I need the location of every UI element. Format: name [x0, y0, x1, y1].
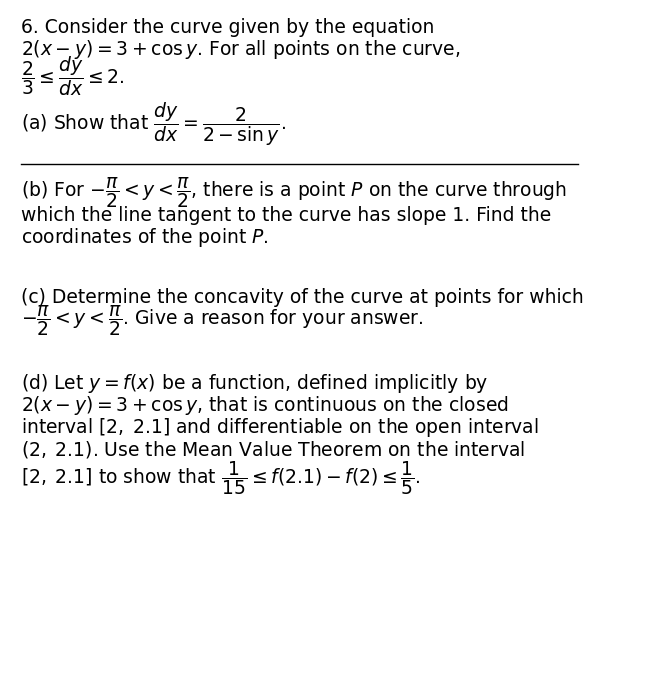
Text: $\dfrac{2}{3}\leq\dfrac{dy}{dx}\leq 2.$: $\dfrac{2}{3}\leq\dfrac{dy}{dx}\leq 2.$	[21, 54, 124, 97]
Text: $2(x-y)=3+\cos y$. For all points on the curve,: $2(x-y)=3+\cos y$. For all points on the…	[21, 38, 460, 61]
Text: (d) Let $y=f(x)$ be a function, defined implicitly by: (d) Let $y=f(x)$ be a function, defined …	[21, 372, 488, 395]
Text: (a) Show that $\dfrac{dy}{dx}=\dfrac{2}{2-\sin y}$.: (a) Show that $\dfrac{dy}{dx}=\dfrac{2}{…	[21, 100, 286, 148]
Text: 6. Consider the curve given by the equation: 6. Consider the curve given by the equat…	[21, 18, 434, 36]
Text: (b) For $-\dfrac{\pi}{2}<y<\dfrac{\pi}{2}$, there is a point $P$ on the curve th: (b) For $-\dfrac{\pi}{2}<y<\dfrac{\pi}{2…	[21, 176, 567, 211]
Text: $-\dfrac{\pi}{2}<y<\dfrac{\pi}{2}$. Give a reason for your answer.: $-\dfrac{\pi}{2}<y<\dfrac{\pi}{2}$. Give…	[21, 302, 423, 337]
Text: $(2,\;2.1)$. Use the Mean Value Theorem on the interval: $(2,\;2.1)$. Use the Mean Value Theorem …	[21, 440, 524, 461]
Text: (c) Determine the concavity of the curve at points for which: (c) Determine the concavity of the curve…	[21, 288, 583, 307]
Text: $[2,\;2.1]$ to show that $\dfrac{1}{15}\leq f(2.1)-f(2)\leq\dfrac{1}{5}$.: $[2,\;2.1]$ to show that $\dfrac{1}{15}\…	[21, 459, 420, 498]
Text: interval $[2,\;2.1]$ and differentiable on the open interval: interval $[2,\;2.1]$ and differentiable …	[21, 416, 538, 440]
Text: $2(x-y)=3+\cos y$, that is continuous on the closed: $2(x-y)=3+\cos y$, that is continuous on…	[21, 394, 509, 417]
Text: which the line tangent to the curve has slope 1. Find the: which the line tangent to the curve has …	[21, 206, 551, 225]
Text: coordinates of the point $P$.: coordinates of the point $P$.	[21, 226, 269, 249]
